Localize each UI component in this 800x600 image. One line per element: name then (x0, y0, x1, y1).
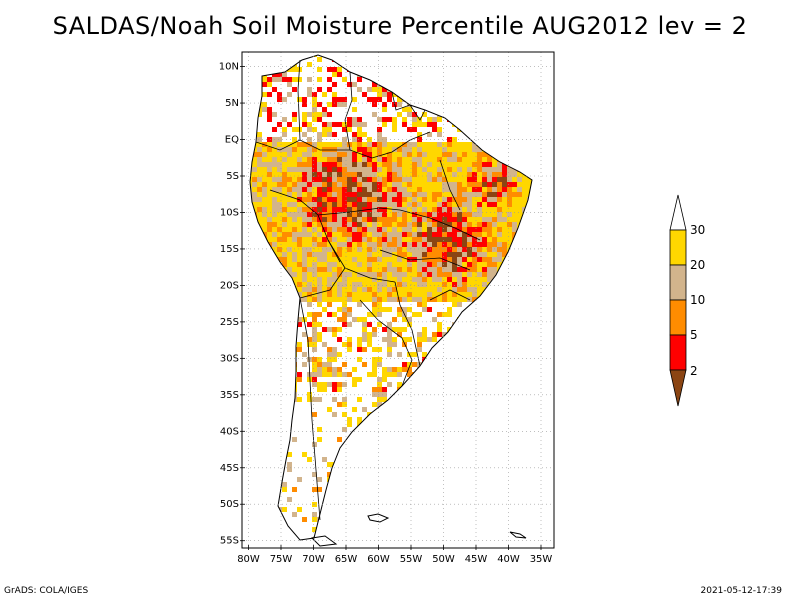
lat-tick-label: 20S (220, 280, 239, 291)
footer-credit: GrADS: COLA/IGES (4, 586, 89, 596)
lat-tick-label: 5N (225, 98, 239, 109)
legend-box-10-20 (669, 264, 687, 301)
lon-tick-label: 50W (432, 554, 455, 565)
legend-box-20-30 (669, 229, 687, 266)
legend-label-20: 20 (690, 258, 705, 272)
legend-label-30: 30 (690, 223, 705, 237)
lon-tick-label: 65W (335, 554, 358, 565)
legend-cap-bottom (669, 369, 687, 407)
latitude-ticks: 10N 5N EQ 5S 10S 15S 20S 25S 30S 35S 40S 45S 50S 55S (219, 62, 245, 547)
lat-tick-label: 30S (220, 353, 239, 364)
legend-label-5: 5 (690, 328, 698, 342)
lon-tick-label: 75W (270, 554, 293, 565)
lon-tick-label: 45W (465, 554, 488, 565)
lon-tick-label: 40W (497, 554, 520, 565)
gridlines (242, 52, 554, 548)
longitude-ticks: 80W 75W 70W 65W 60W 55W 50W 45W 40W 35W (237, 545, 552, 565)
lon-tick-label: 60W (367, 554, 390, 565)
legend-cap-top (669, 194, 687, 231)
lat-tick-label: 40S (220, 426, 239, 437)
color-legend: 30 20 10 5 2 (669, 194, 705, 407)
map-title: SALDAS/Noah Soil Moisture Percentile AUG… (52, 12, 748, 40)
footer-timestamp: 2021-05-12-17:39 (700, 586, 783, 596)
legend-label-2: 2 (690, 364, 698, 378)
legend-label-10: 10 (690, 293, 705, 307)
legend-box-5-10 (669, 299, 687, 336)
lat-tick-label: 5S (226, 171, 239, 182)
lat-tick-label: 50S (220, 499, 239, 510)
lat-tick-label: 25S (220, 317, 239, 328)
lon-tick-label: 55W (400, 554, 423, 565)
lon-tick-label: 70W (302, 554, 325, 565)
lat-tick-label: 35S (220, 390, 239, 401)
country-borders (255, 59, 481, 521)
lat-tick-label: 45S (220, 463, 239, 474)
lat-tick-label: 55S (220, 536, 239, 547)
legend-box-2-5 (669, 334, 687, 371)
south-georgia (509, 531, 527, 539)
lon-tick-label: 35W (530, 554, 553, 565)
falkland-islands (367, 513, 390, 523)
lat-tick-label: EQ (225, 135, 239, 146)
tierra-del-fuego (310, 535, 338, 547)
lat-tick-label: 15S (220, 244, 239, 255)
lat-tick-label: 10S (220, 207, 239, 218)
lon-tick-label: 80W (237, 554, 260, 565)
plot-frame (241, 51, 555, 549)
lat-tick-label: 10N (219, 62, 239, 73)
